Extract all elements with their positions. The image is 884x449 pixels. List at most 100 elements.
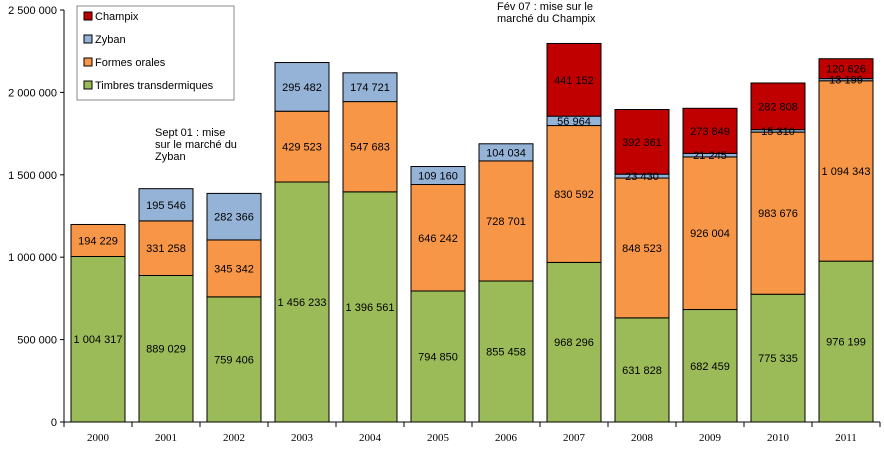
annotation-champix: Fév 07 : mise sur le: [497, 1, 593, 13]
bars: 1 004 317 889 029 759 406 1 456 233 1 396 56…: [70, 42, 874, 423]
bar-segment: [70, 223, 126, 257]
data-label: 1 396 561: [346, 302, 395, 314]
data-label: 21 245: [693, 150, 727, 162]
x-tick-label: 2002: [223, 432, 245, 444]
y-tick-label: 500 000: [17, 335, 57, 347]
bar-segment: [274, 62, 330, 112]
bar-segment: [478, 280, 534, 423]
data-label: 1 456 233: [278, 297, 327, 309]
data-label: 1 094 343: [822, 166, 871, 178]
data-label: 282 808: [758, 101, 798, 113]
bar-segment: [274, 181, 330, 423]
data-label: 392 361: [622, 137, 662, 149]
bar-segment: [206, 192, 262, 241]
bar-segment: [410, 290, 466, 423]
data-label: 13 199: [829, 75, 863, 87]
bar-segment: [138, 220, 194, 276]
legend-box: [76, 5, 235, 101]
bar-segment: [70, 255, 126, 423]
bar-segment: [818, 58, 874, 80]
legend-swatch: [83, 80, 93, 90]
data-label: 682 459: [690, 361, 730, 373]
legend-label: Zyban: [95, 34, 126, 46]
bar-segment: [478, 143, 534, 162]
bar-segment: [342, 191, 398, 423]
data-label: 15 310: [761, 126, 795, 138]
data-label: 441 152: [554, 75, 594, 87]
legend-swatch: [83, 34, 93, 44]
bar-segment: [138, 188, 194, 222]
x-tick-label: 2008: [631, 432, 654, 444]
x-tick-label: 2006: [495, 432, 518, 444]
data-label: 345 342: [214, 263, 254, 275]
bar-segment: [342, 72, 398, 103]
legend-label: Champix: [95, 11, 139, 23]
bar-segment: [546, 261, 602, 423]
data-label: 983 676: [758, 208, 798, 220]
bar-segment: [614, 177, 670, 319]
data-label: 331 258: [146, 243, 186, 255]
x-tick-label: 2004: [359, 432, 382, 444]
bar-segment: [206, 296, 262, 423]
bar-segment: [546, 125, 602, 263]
x-tick-label: 2003: [291, 432, 314, 444]
x-tick-label: 2007: [563, 432, 586, 444]
y-tick-label: 2 500 000: [8, 5, 57, 17]
bar-segment: [546, 42, 602, 117]
bar-segment: [750, 131, 806, 295]
data-label: 794 850: [418, 352, 458, 364]
x-tick-label: 2009: [699, 432, 722, 444]
data-label: 759 406: [214, 354, 254, 366]
data-label: 120 626: [826, 64, 866, 76]
bar-segment: [274, 110, 330, 183]
data-label: 174 721: [350, 82, 390, 94]
data-label: 282 366: [214, 212, 254, 224]
data-label: 976 199: [826, 337, 866, 349]
data-label: 547 683: [350, 142, 390, 154]
data-label: 830 592: [554, 189, 594, 201]
axes: 0 500 000 1 000 000 1 500 000 2 000 000 2 500…: [8, 5, 881, 444]
bar-segment: [206, 239, 262, 298]
legend-label: Formes orales: [95, 57, 166, 69]
bar-segment: [750, 293, 806, 423]
data-label: 848 523: [622, 243, 662, 255]
legend-swatch: [83, 11, 93, 21]
bar-segment: [410, 166, 466, 186]
bar-segment: [750, 82, 806, 131]
bar-segment: [342, 101, 398, 193]
data-label: 728 701: [486, 216, 526, 228]
data-label: 194 229: [78, 235, 118, 247]
bar-segment: [682, 309, 738, 423]
bar-segment: [614, 317, 670, 423]
data-label: 295 482: [282, 82, 322, 94]
data-label: 23 430: [625, 171, 659, 183]
data-label: 195 546: [146, 200, 186, 212]
bar-segment: [682, 107, 738, 154]
legend-label: Timbres transdermiques: [95, 80, 214, 92]
data-label: 889 029: [146, 344, 186, 356]
bar-segment: [410, 184, 466, 292]
data-label: 109 160: [418, 171, 458, 183]
data-label: 1 004 317: [74, 334, 123, 346]
bar-segment: [682, 156, 738, 311]
data-label: 631 828: [622, 365, 662, 377]
annotation-champix: marché du Champix: [497, 13, 596, 25]
data-label: 926 004: [690, 228, 730, 240]
x-tick-label: 2001: [155, 432, 177, 444]
annotation-zyban: Zyban: [155, 151, 186, 163]
x-tick-label: 2005: [427, 432, 450, 444]
x-tick-label: 2011: [835, 432, 857, 444]
annotation-zyban: sur le marché du: [155, 139, 237, 151]
legend-swatch: [83, 57, 93, 67]
x-tick-label: 2000: [87, 432, 110, 444]
data-label: 646 242: [418, 233, 458, 245]
data-label: 968 296: [554, 337, 594, 349]
data-label: 429 523: [282, 142, 322, 154]
bar-segment: [818, 260, 874, 423]
bar-segment: [818, 80, 874, 262]
annotation-zyban: Sept 01 : mise: [155, 127, 225, 139]
bar-segment: [614, 109, 670, 175]
y-tick-label: 0: [51, 417, 57, 429]
